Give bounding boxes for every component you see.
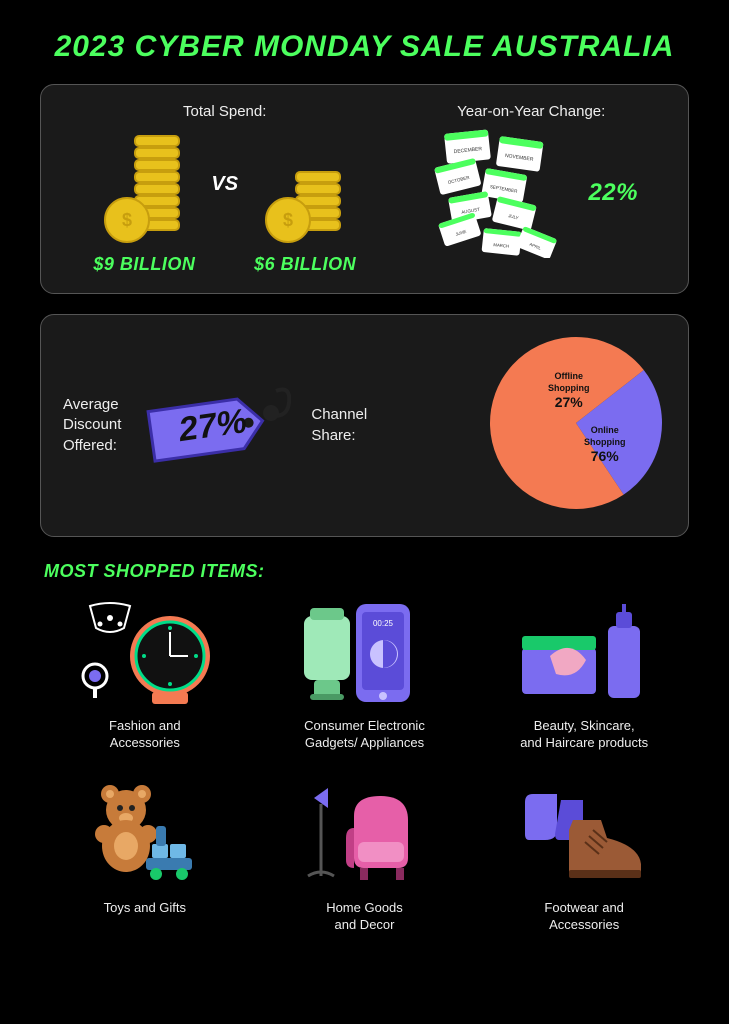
vs-label: VS <box>211 173 238 196</box>
yoy-value: 22% <box>588 179 638 207</box>
spend-left: $ $9 BILLION <box>93 128 195 275</box>
electronics-icon: 00:25 <box>284 598 444 708</box>
spend-left-value: $9 BILLION <box>93 254 195 275</box>
item-label: Beauty, Skincare, and Haircare products <box>483 718 685 752</box>
total-spend-block: Total Spend: $ <box>63 103 386 275</box>
yoy-block: Year-on-Year Change: DECEMBER NOVEMBER O… <box>396 103 666 275</box>
calendar-pages-icon: DECEMBER NOVEMBER OCTOBER SEPTEMBER AUGU… <box>424 128 574 258</box>
panel-spend-yoy: Total Spend: $ <box>40 84 689 294</box>
discount-label: Average Discount Offered: <box>63 395 121 456</box>
svg-text:$: $ <box>283 210 293 230</box>
item-label: Consumer Electronic Gadgets/ Appliances <box>264 718 466 752</box>
item-fashion: Fashion and Accessories <box>44 598 246 752</box>
footwear-icon <box>509 780 659 890</box>
pie-slice-0-label: Offline Shopping 27% <box>548 371 590 411</box>
discount-tag: 27% <box>141 373 291 478</box>
channel-pie: Offline Shopping 27% Online Shopping 76% <box>486 333 666 518</box>
item-home: Home Goods and Decor <box>264 780 466 934</box>
item-label: Footwear and Accessories <box>483 900 685 934</box>
item-electronics: 00:25 Consumer Electronic Gadgets/ Appli… <box>264 598 466 752</box>
svg-text:$: $ <box>122 210 132 230</box>
total-spend-label: Total Spend: <box>63 103 386 120</box>
spend-right-value: $6 BILLION <box>254 254 356 275</box>
item-toys: Toys and Gifts <box>44 780 246 934</box>
pie-chart-icon <box>486 333 666 513</box>
coin-stack-tall-icon: $ <box>101 128 187 248</box>
home-decor-icon <box>284 780 444 890</box>
fashion-icon <box>70 598 220 708</box>
items-grid: Fashion and Accessories 00:25 Consumer E… <box>40 598 689 934</box>
item-footwear: Footwear and Accessories <box>483 780 685 934</box>
yoy-label: Year-on-Year Change: <box>396 103 666 120</box>
item-label: Toys and Gifts <box>44 900 246 917</box>
toys-icon <box>70 780 220 890</box>
pie-slice-1-label: Online Shopping 76% <box>584 425 626 465</box>
item-beauty: Beauty, Skincare, and Haircare products <box>483 598 685 752</box>
spend-right: $ $6 BILLION <box>254 128 356 275</box>
item-label: Home Goods and Decor <box>264 900 466 934</box>
items-heading: MOST SHOPPED ITEMS: <box>44 561 689 582</box>
beauty-icon <box>504 598 664 708</box>
coin-stack-short-icon: $ <box>262 128 348 248</box>
channel-label: Channel Share: <box>311 405 367 446</box>
item-label: Fashion and Accessories <box>44 718 246 752</box>
panel-discount-channel: Average Discount Offered: 27% Channel Sh… <box>40 314 689 537</box>
svg-text:00:25: 00:25 <box>373 619 394 628</box>
page-title: 2023 CYBER MONDAY SALE AUSTRALIA <box>40 30 689 64</box>
